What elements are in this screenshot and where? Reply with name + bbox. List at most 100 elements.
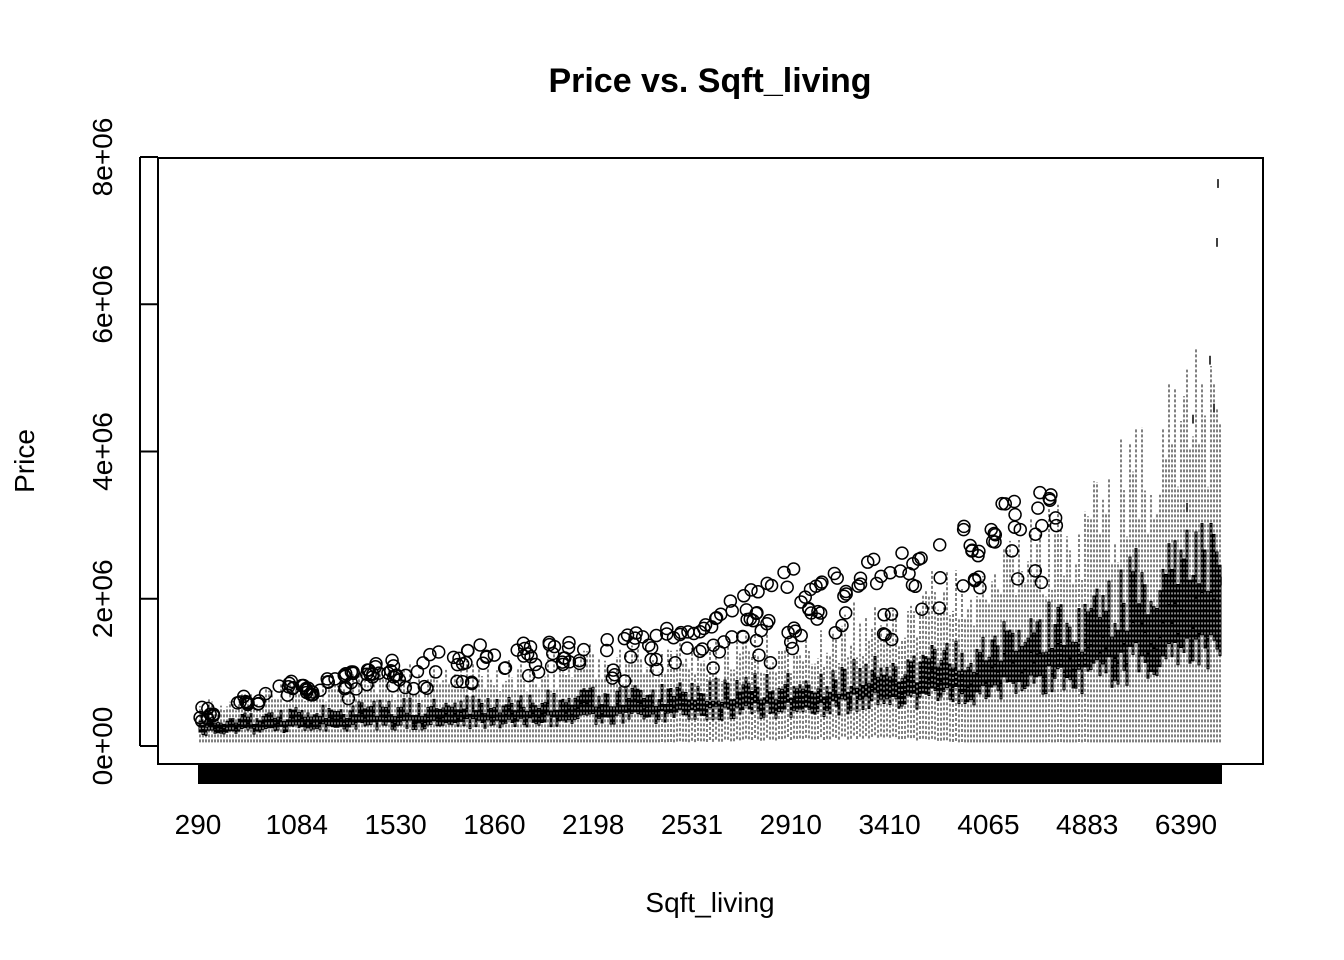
box: [1173, 540, 1177, 643]
outlier-point: [628, 631, 642, 645]
box: [798, 684, 802, 710]
outlier-point: [446, 650, 461, 665]
outlier-point: [674, 625, 688, 640]
box: [1050, 648, 1054, 693]
box: [1134, 548, 1138, 644]
outlier-point: [659, 627, 674, 641]
box: [1029, 618, 1033, 676]
outlier-point: [786, 562, 801, 576]
box: [978, 652, 982, 695]
box: [906, 659, 910, 696]
outlier-point: [1035, 518, 1049, 533]
box: [852, 659, 856, 695]
box: [1158, 590, 1162, 668]
box: [1179, 549, 1183, 649]
outlier-point: [624, 650, 638, 664]
box: [963, 670, 967, 705]
outlier-point: [697, 621, 711, 636]
box: [921, 654, 925, 694]
box: [1008, 629, 1012, 683]
outlier-point: [1008, 507, 1022, 522]
y-tick-label: 6e+06: [87, 265, 118, 344]
box: [990, 639, 994, 688]
box: [828, 691, 832, 715]
box: [1044, 651, 1048, 695]
box: [804, 680, 808, 708]
outlier-point: [1007, 494, 1022, 509]
outlier-point: [473, 638, 487, 652]
box: [1212, 533, 1216, 641]
box: [1101, 595, 1105, 665]
box: [1137, 603, 1141, 673]
outlier-point: [760, 616, 774, 631]
x-axis: 290 1084 1530 1860 2198 2531 2910 3410 4065 4883 6…: [175, 764, 1222, 840]
outlier-point: [932, 538, 947, 552]
box: [1014, 650, 1018, 694]
box: [1110, 636, 1114, 688]
outlier-point: [420, 681, 434, 696]
outlier-point: [431, 645, 446, 659]
box: [1203, 549, 1207, 649]
box-group: [198, 179, 1222, 743]
box: [753, 673, 757, 704]
box: [1071, 641, 1075, 689]
x-tick-label: 2531: [661, 809, 723, 840]
box: [1188, 579, 1192, 664]
outlier-point: [305, 685, 320, 699]
box: [930, 645, 934, 689]
box: [858, 667, 862, 700]
outlier-point: [1010, 572, 1025, 586]
outlier-point: [398, 668, 413, 683]
outlier-point: [644, 641, 659, 655]
box: [1122, 602, 1126, 671]
outlier-point: [744, 583, 758, 597]
outlier-point: [932, 601, 947, 615]
box: [933, 649, 937, 691]
outlier-point: [884, 607, 899, 621]
y-tick-label: 0e+00: [87, 707, 118, 786]
box: [1092, 595, 1096, 664]
box: [1053, 624, 1057, 679]
box: [927, 658, 931, 697]
outlier-point: [562, 635, 576, 650]
outlier-point: [556, 657, 570, 672]
box: [981, 636, 985, 686]
outlier-point: [531, 665, 546, 679]
outlier-point: [237, 689, 251, 704]
box: [972, 672, 976, 706]
outlier-point: [706, 661, 720, 675]
box: [948, 663, 952, 700]
outlier-point: [650, 662, 664, 677]
outlier-point: [668, 656, 682, 670]
x-tick-label: 1530: [364, 809, 426, 840]
outlier-point: [956, 579, 970, 593]
outlier-point: [461, 643, 475, 658]
x-tick-band: [198, 764, 1222, 784]
outlier-point: [813, 577, 828, 591]
box: [1011, 632, 1015, 684]
box: [1191, 575, 1195, 662]
box: [1056, 606, 1060, 670]
box: [834, 679, 838, 707]
y-tick-label: 2e+06: [87, 559, 118, 638]
outlier-point: [968, 574, 982, 588]
box: [975, 648, 979, 693]
outlier-point: [988, 527, 1003, 542]
box: [843, 668, 847, 701]
x-tick-label: 3410: [858, 809, 920, 840]
outlier-point: [725, 604, 739, 618]
outlier-point: [680, 641, 694, 655]
outlier-point: [866, 552, 881, 567]
box: [1035, 621, 1039, 678]
outlier-point: [576, 642, 591, 657]
outlier-point: [562, 655, 577, 669]
box: [885, 666, 889, 700]
box: [1143, 584, 1147, 663]
outlier-point: [523, 640, 538, 654]
box: [816, 688, 820, 713]
outlier-point: [464, 675, 479, 690]
outlier-point: [874, 569, 888, 584]
box: [1098, 617, 1102, 677]
outlier-point: [200, 710, 215, 725]
outlier-point: [369, 657, 383, 671]
